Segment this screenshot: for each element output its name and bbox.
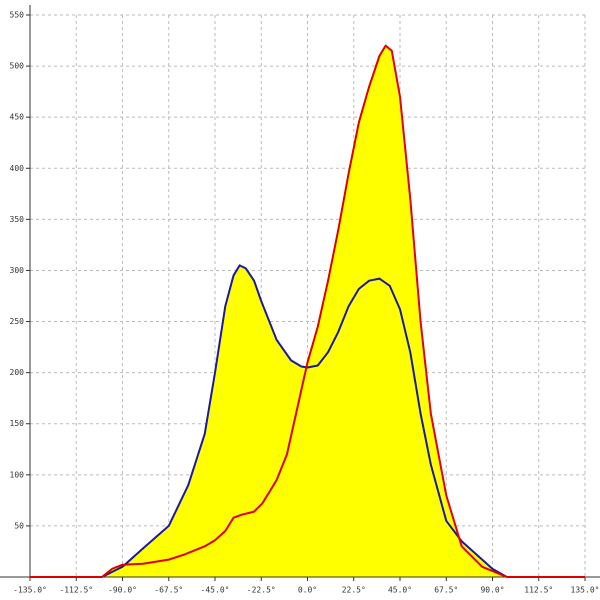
y-tick-label: 550 <box>10 11 25 20</box>
x-tick-label: -135.0° <box>13 586 47 595</box>
area <box>30 45 585 578</box>
x-tick-label: 0.0° <box>298 586 317 595</box>
x-tick-label: -90.0° <box>108 586 137 595</box>
y-tick-label: 500 <box>10 62 25 71</box>
y-tick-label: 150 <box>10 419 25 428</box>
y-tick-label: 400 <box>10 164 25 173</box>
x-tick-label: -22.5° <box>247 586 276 595</box>
x-tick-label: 135.0° <box>571 586 600 595</box>
x-tick-label: -67.5° <box>154 586 183 595</box>
x-tick-label: -45.0° <box>201 586 230 595</box>
y-tick-label: 100 <box>10 470 25 479</box>
line <box>30 44 585 578</box>
y-tick-label: 300 <box>10 266 25 275</box>
x-tick-label: 90.0° <box>480 586 504 595</box>
line <box>101 264 508 578</box>
y-tick-label: 50 <box>14 521 24 530</box>
x-tick-label: -112.5° <box>59 586 93 595</box>
x-tick-label: 22.5° <box>342 586 366 595</box>
y-tick-label: 200 <box>10 368 25 377</box>
y-tick-label: 350 <box>10 215 25 224</box>
x-tick-label: 45.0° <box>388 586 412 595</box>
x-tick-label: 67.5° <box>434 586 458 595</box>
x-tick-label: 112.5° <box>524 586 553 595</box>
y-tick-label: 450 <box>10 113 25 122</box>
y-tick-label: 250 <box>10 317 25 326</box>
